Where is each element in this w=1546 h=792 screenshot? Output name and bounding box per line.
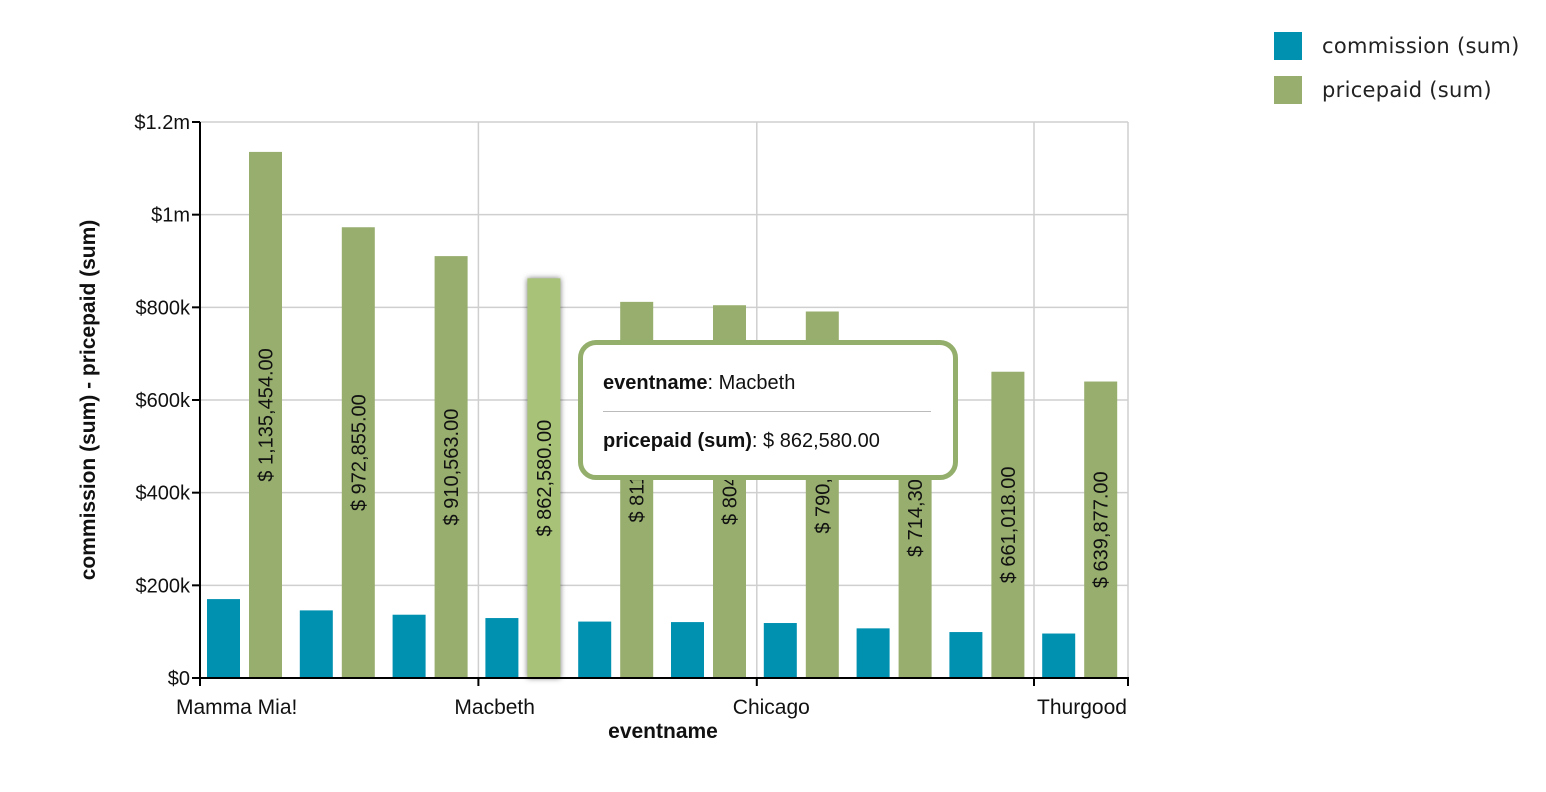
bar-commission (392, 614, 426, 678)
x-axis-title: eventname (608, 720, 718, 743)
legend-item-commission[interactable]: commission (sum) (1274, 24, 1520, 68)
legend-label-pricepaid: pricepaid (sum) (1322, 78, 1492, 102)
data-label: $ 661,018.00 (998, 466, 1020, 583)
bar-pricepaid (1084, 381, 1118, 678)
y-tick-label: $0 (168, 668, 190, 690)
bar-commission (763, 623, 797, 678)
data-label: $ 910,563.00 (441, 409, 463, 526)
bar-commission (299, 610, 333, 678)
bar-commission (949, 632, 983, 678)
y-tick-label: $400k (136, 483, 191, 505)
tooltip-key-eventname: eventname (603, 372, 708, 394)
x-tick-label: Chicago (733, 696, 810, 719)
legend: commission (sum) pricepaid (sum) (1274, 24, 1520, 112)
bar-commission (856, 628, 890, 678)
bar-commission (207, 599, 240, 678)
bar-pricepaid (434, 256, 468, 678)
y-tick-label: $1.2m (134, 112, 190, 134)
legend-item-pricepaid[interactable]: pricepaid (sum) (1274, 68, 1520, 112)
bar-pricepaid (527, 278, 561, 678)
data-label: $ 639,877.00 (1091, 471, 1113, 588)
x-tick-label: Mamma Mia! (176, 696, 297, 719)
y-tick-label: $800k (136, 297, 191, 319)
tooltip-value-eventname: : Macbeth (707, 372, 796, 394)
x-tick-label: Thurgood (1037, 696, 1127, 719)
tooltip-divider (603, 411, 931, 412)
y-tick-label: $1m (151, 205, 190, 227)
legend-label-commission: commission (sum) (1322, 34, 1520, 58)
bar-commission (671, 622, 704, 678)
bar-pricepaid (249, 151, 282, 678)
bar-pricepaid (341, 227, 375, 679)
tooltip-row-eventname: eventname: Macbeth (603, 372, 795, 395)
chart-tooltip: eventname: Macbeth pricepaid (sum): $ 86… (578, 340, 958, 480)
x-tick-label: Macbeth (454, 696, 535, 719)
legend-swatch-commission (1274, 32, 1302, 60)
bar-commission (578, 621, 612, 678)
data-label: $ 714,307 (905, 468, 927, 557)
legend-swatch-pricepaid (1274, 76, 1302, 104)
tooltip-key-pricepaid: pricepaid (sum) (603, 430, 752, 452)
y-tick-label: $600k (136, 390, 191, 412)
bar-commission (485, 618, 519, 678)
data-label: $ 1,135,454.00 (256, 348, 278, 481)
tooltip-row-pricepaid: pricepaid (sum): $ 862,580.00 (603, 430, 880, 453)
y-axis-title: commission (sum) - pricepaid (sum) (77, 220, 100, 581)
tooltip-value-pricepaid: : $ 862,580.00 (751, 430, 880, 452)
bar-commission (1042, 633, 1076, 678)
data-label: $ 972,855.00 (348, 394, 370, 511)
bar-pricepaid (991, 371, 1025, 678)
data-label: $ 862,580.00 (534, 420, 556, 537)
y-tick-label: $200k (136, 575, 191, 597)
